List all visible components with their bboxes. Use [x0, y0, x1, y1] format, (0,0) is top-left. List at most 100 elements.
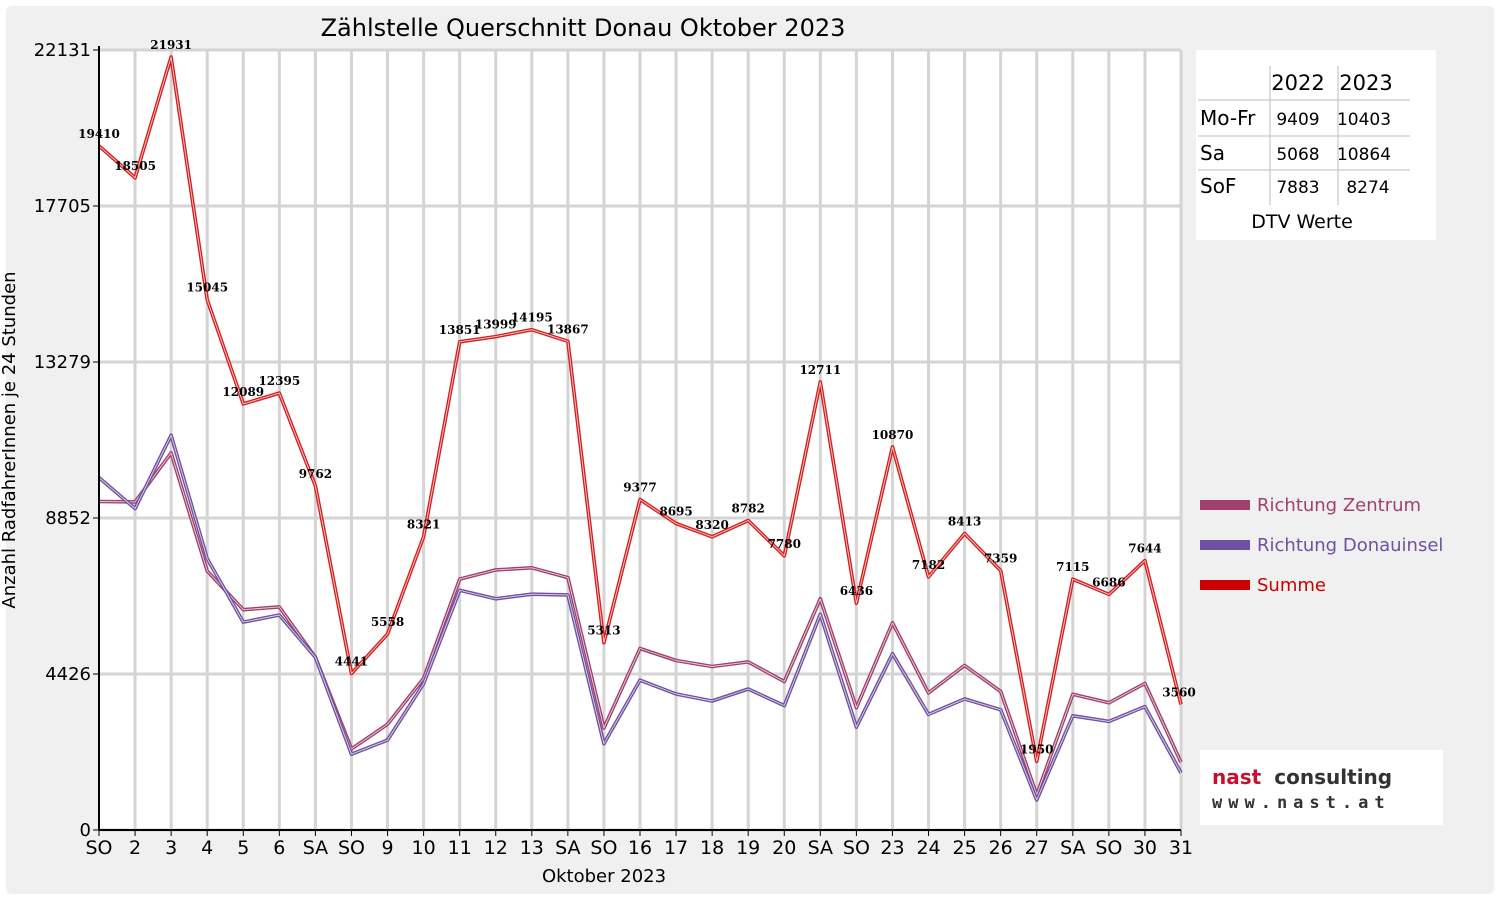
- x-tick-label: 12: [484, 837, 508, 859]
- dtv-cell: 10864: [1337, 145, 1391, 165]
- data-label: 7359: [984, 552, 1017, 566]
- data-label: 12089: [222, 385, 264, 399]
- dtv-row-label: Mo-Fr: [1200, 106, 1256, 130]
- data-label: 6686: [1092, 575, 1125, 589]
- data-label: 1950: [1020, 742, 1053, 756]
- data-label: 9377: [623, 481, 656, 495]
- x-tick-label: 24: [916, 837, 940, 859]
- y-tick-label: 4426: [45, 664, 91, 685]
- series-line-summe-highlight: [98, 56, 1182, 762]
- data-label: 8321: [407, 518, 440, 532]
- y-tick-label: 8852: [45, 508, 91, 529]
- y-tick-label: 13279: [34, 352, 91, 373]
- data-label: 13851: [439, 323, 481, 337]
- series-group: [97, 55, 1183, 802]
- data-label: 12395: [258, 374, 300, 388]
- data-label: 12711: [799, 363, 841, 377]
- data-label: 14195: [511, 311, 553, 325]
- chart-title: Zählstelle Querschnitt Donau Oktober 202…: [321, 14, 846, 42]
- logo-text-url: www.nast.at: [1212, 793, 1391, 813]
- x-tick-label: 19: [736, 837, 760, 859]
- data-label: 4441: [335, 654, 368, 668]
- data-label: 7780: [768, 537, 801, 551]
- x-tick-label: SO: [1095, 837, 1122, 859]
- data-label: 6436: [840, 584, 873, 598]
- data-label: 3560: [1162, 686, 1195, 700]
- dtv-row-label: SoF: [1200, 174, 1236, 198]
- x-tick-label: 3: [165, 837, 177, 859]
- x-tick-label: 10: [412, 837, 436, 859]
- legend-swatch-donauinsel: [1200, 540, 1250, 550]
- dtv-row-label: Sa: [1200, 141, 1225, 165]
- dtv-cell: 10403: [1337, 110, 1391, 130]
- dtv-cell: 7883: [1276, 178, 1319, 198]
- x-tick-label: 23: [880, 837, 904, 859]
- y-ticks: 0 4426 8852 13279 17705 22131: [34, 40, 99, 841]
- x-tick-label: SO: [85, 837, 112, 859]
- data-label: 8413: [948, 514, 981, 528]
- x-tick-label: 6: [273, 837, 285, 859]
- data-label: 18505: [114, 159, 156, 173]
- x-tick-label: SO: [338, 837, 365, 859]
- data-label: 15045: [186, 281, 228, 295]
- data-label: 9762: [299, 467, 332, 481]
- dtv-cell: 8274: [1346, 178, 1389, 198]
- data-label: 8782: [731, 501, 764, 515]
- x-ticks: SO 2 3 4 5 6 SA SO 9 10 11 12 13 SA SO 16 17 18 19 20 SA SO 23…: [85, 830, 1193, 859]
- x-tick-label: SA: [303, 837, 328, 859]
- y-tick-label: 22131: [34, 40, 91, 61]
- legend-label-summe: Summe: [1257, 575, 1326, 596]
- x-tick-label: SA: [555, 837, 580, 859]
- y-axis-label: Anzahl RadfahrerInnen je 24 Stunden: [0, 271, 20, 608]
- data-label: 10870: [872, 428, 914, 442]
- x-tick-label: 31: [1169, 837, 1193, 859]
- x-tick-label: 27: [1025, 837, 1049, 859]
- y-tick-label: 17705: [34, 196, 91, 217]
- legend-label-zentrum: Richtung Zentrum: [1257, 495, 1421, 516]
- x-tick-label: 2: [129, 837, 141, 859]
- data-label: 7115: [1056, 560, 1089, 574]
- data-label: 21931: [150, 38, 192, 52]
- nast-consulting-logo: nast consulting www.nast.at: [1200, 750, 1443, 825]
- x-axis-label: Oktober 2023: [542, 866, 666, 887]
- x-tick-label: SO: [590, 837, 617, 859]
- data-label: 8320: [695, 518, 728, 532]
- series-line-richtung-zentrum-highlight: [98, 452, 1182, 796]
- legend-swatch-zentrum: [1200, 500, 1250, 510]
- legend-label-donauinsel: Richtung Donauinsel: [1257, 535, 1443, 556]
- data-label: 8695: [659, 505, 692, 519]
- x-tick-label: 25: [953, 837, 977, 859]
- legend-swatch-summe: [1200, 580, 1250, 590]
- logo-text-consulting: consulting: [1274, 765, 1392, 789]
- x-tick-label: SA: [1060, 837, 1085, 859]
- data-label: 5313: [587, 624, 620, 638]
- x-tick-label: 17: [664, 837, 688, 859]
- data-label: 7644: [1128, 542, 1161, 556]
- x-tick-label: 13: [520, 837, 544, 859]
- x-tick-label: SO: [843, 837, 870, 859]
- series-line-richtung-donauinsel-highlight: [98, 434, 1182, 801]
- x-tick-label: 11: [448, 837, 472, 859]
- data-label: 19410: [78, 127, 120, 141]
- legend: Richtung Zentrum Richtung Donauinsel Sum…: [1200, 495, 1443, 596]
- dtv-cell: 5068: [1276, 145, 1319, 165]
- x-tick-label: SA: [808, 837, 833, 859]
- dtv-caption: DTV Werte: [1251, 211, 1353, 233]
- x-tick-label: 18: [700, 837, 724, 859]
- dtv-header-2022: 2022: [1271, 71, 1324, 95]
- data-label: 13999: [475, 318, 517, 332]
- data-label: 5558: [371, 615, 404, 629]
- dtv-cell: 9409: [1276, 110, 1319, 130]
- svg-text:nast consulting: nast consulting: [1212, 765, 1392, 789]
- x-tick-label: 20: [772, 837, 796, 859]
- logo-text-nast: nast: [1212, 765, 1262, 789]
- x-tick-label: 26: [989, 837, 1013, 859]
- data-label: 13867: [547, 322, 589, 336]
- x-tick-label: 4: [201, 837, 213, 859]
- dtv-header-2023: 2023: [1339, 71, 1392, 95]
- x-tick-label: 5: [237, 837, 249, 859]
- x-tick-label: 30: [1133, 837, 1157, 859]
- dtv-table: 2022 2023 Mo-Fr 9409 10403 Sa 5068 10864…: [1196, 50, 1436, 240]
